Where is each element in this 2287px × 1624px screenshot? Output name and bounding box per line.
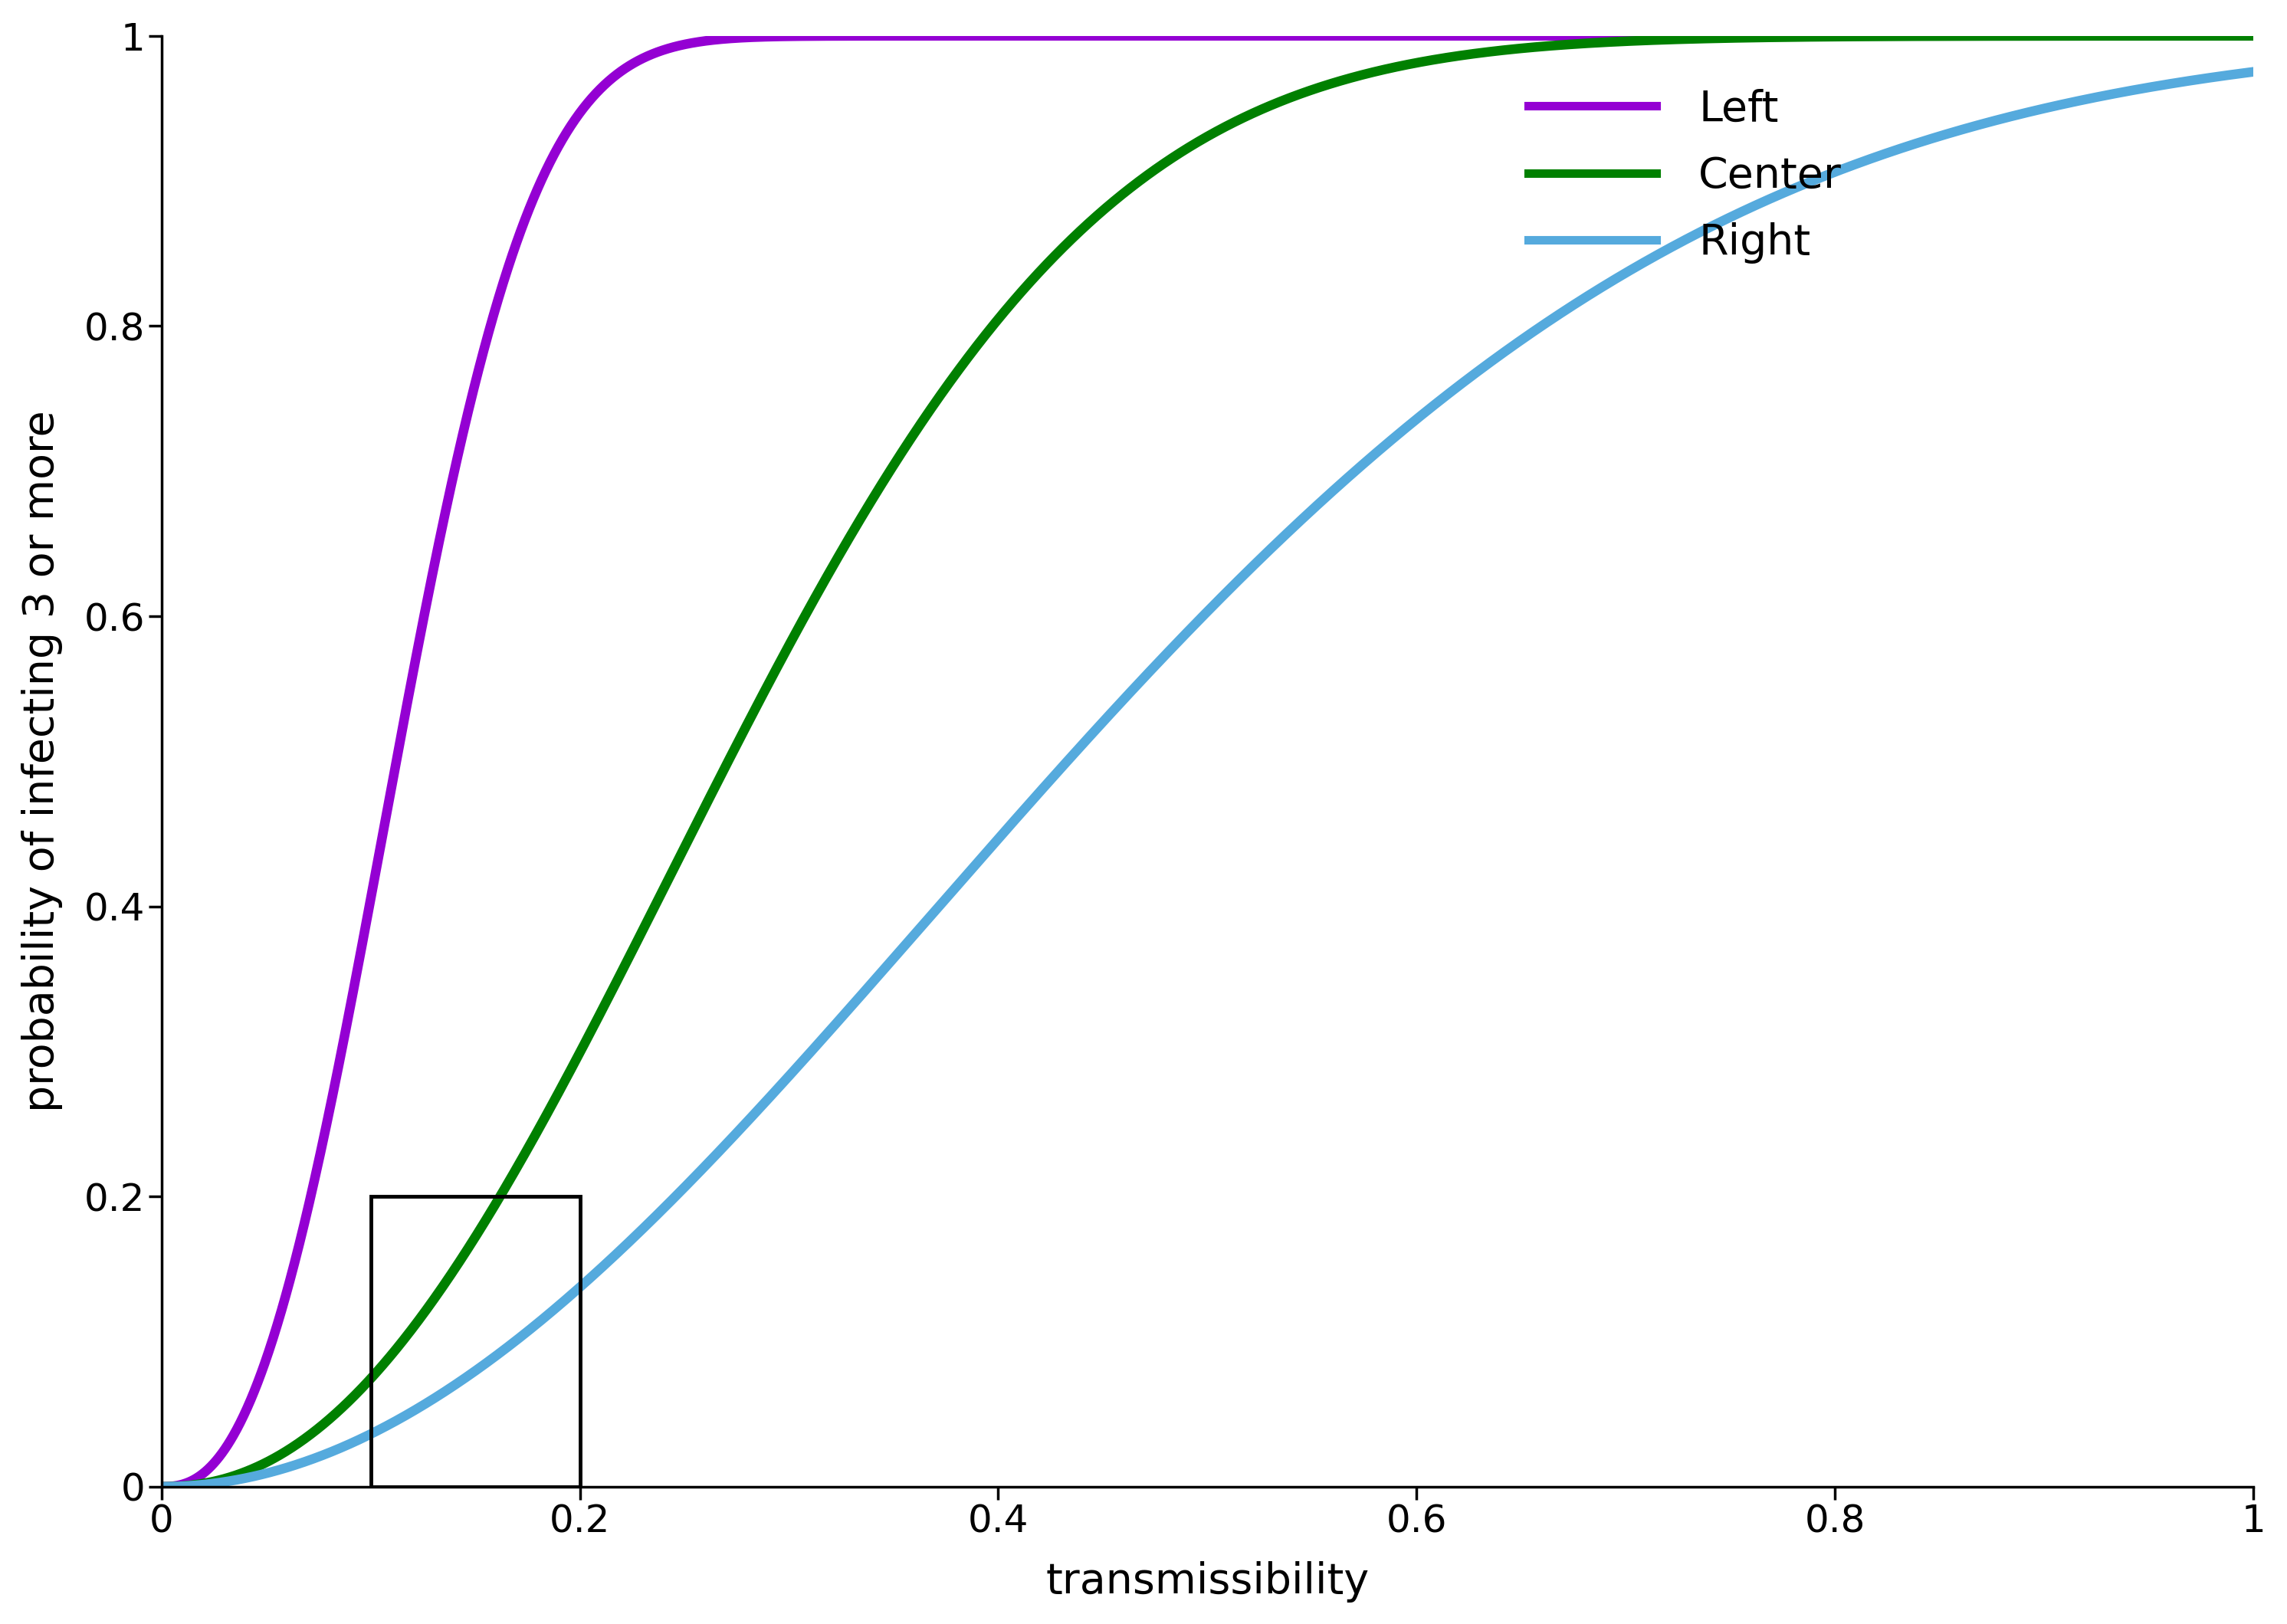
Line: Center: Center [162, 36, 2253, 1486]
Bar [370, 1197, 581, 1486]
Right [1974, 114, 2001, 133]
Left [2200, 26, 2228, 45]
Right [149, 1476, 176, 1496]
Y-axis label: probability of infecting 3 or more: probability of infecting 3 or more [21, 411, 62, 1112]
Right [2239, 62, 2266, 81]
Left [1974, 26, 2001, 45]
Center [1974, 26, 2001, 45]
Right [949, 869, 977, 888]
Right [387, 1410, 414, 1429]
Center [2239, 26, 2266, 45]
Center [510, 1145, 537, 1164]
Line: Left: Left [162, 36, 2253, 1486]
Left [949, 26, 977, 45]
Left [1041, 26, 1068, 45]
Center [949, 354, 977, 374]
Left [510, 213, 537, 232]
Center [2198, 26, 2225, 45]
Right [2198, 68, 2225, 88]
Center [149, 1476, 176, 1496]
Left [2239, 26, 2266, 45]
Right [1041, 767, 1068, 786]
Left [1306, 26, 1333, 45]
Center [1041, 247, 1068, 266]
Legend: Left, Center, Right: Left, Center, Right [1512, 71, 1859, 281]
Center [387, 1335, 414, 1354]
Left [387, 732, 414, 752]
Right [510, 1324, 537, 1343]
X-axis label: transmissibility: transmissibility [1045, 1561, 1370, 1603]
Line: Right: Right [162, 71, 2253, 1486]
Left [149, 1476, 176, 1496]
